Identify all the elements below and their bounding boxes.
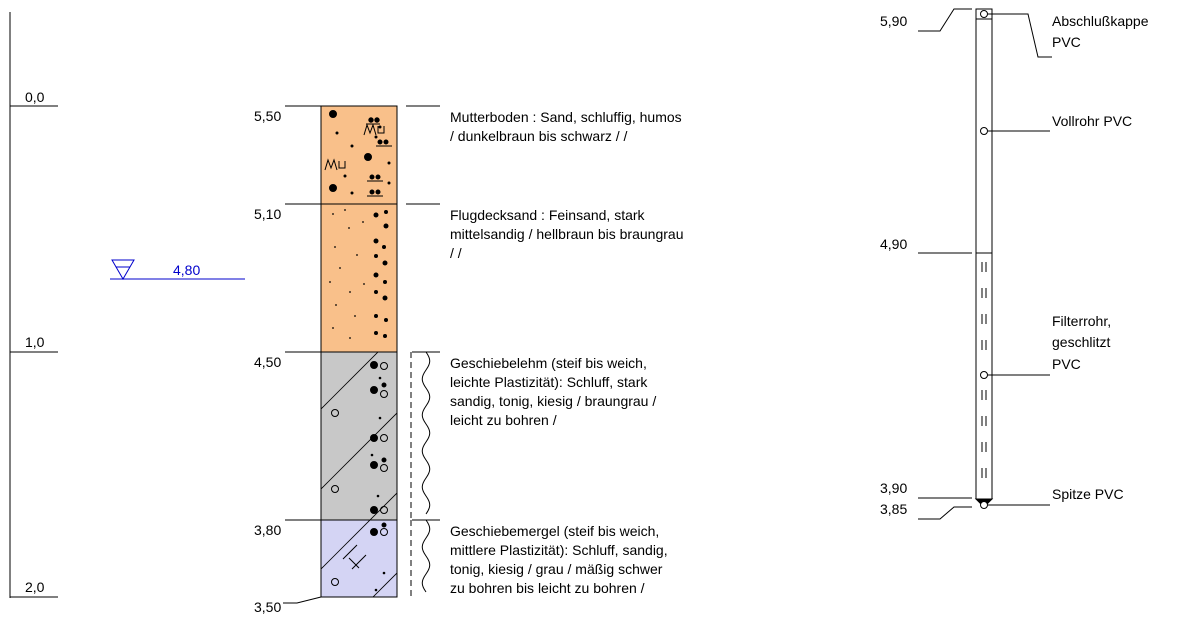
layer-2-elevation: 5,10 xyxy=(254,206,281,222)
layer-4-hatch xyxy=(321,520,397,597)
cap-label-line-2: PVC xyxy=(1052,34,1081,50)
well-pipe xyxy=(975,8,993,500)
sand-symbols xyxy=(329,209,389,339)
marl-symbols xyxy=(331,522,388,592)
layer-2-fill xyxy=(320,203,398,353)
layer-3-desc-line-3: sandig, tonig, kiesig / braungrau / xyxy=(450,393,656,409)
depth-label-0: 0,0 xyxy=(25,89,45,105)
well-construction xyxy=(918,8,1052,520)
well-labels: 5,90 4,90 3,90 3,85 Abschlußkappe PVC Vo… xyxy=(880,13,1149,517)
layer-3-desc-line-2: leichte Plastizität): Schluff, stark xyxy=(450,374,648,390)
humus-symbols xyxy=(324,110,392,197)
depth-scale: 0,0 1,0 2,0 xyxy=(9,12,58,598)
bottom-elevation: 3,50 xyxy=(254,599,281,615)
cap-label-line-1: Abschlußkappe xyxy=(1052,13,1149,29)
layer-4-elevation: 3,80 xyxy=(254,522,281,538)
layer-4-desc-line-4: zu bohren bis leicht zu bohren / xyxy=(450,580,645,596)
depth-label-1: 1,0 xyxy=(25,334,45,350)
till-symbols xyxy=(331,361,388,514)
layer-3-desc-line-1: Geschiebelehm (steif bis weich, xyxy=(450,355,647,371)
tip-top-elevation: 3,90 xyxy=(880,480,907,496)
layer-4-desc-line-1: Geschiebemergel (steif bis weich, xyxy=(450,523,659,539)
tip-label: Spitze PVC xyxy=(1052,486,1124,502)
consistency-marks xyxy=(410,351,431,597)
layer-4-desc-line-2: mittlere Plastizität): Schluff, sandig, xyxy=(450,542,668,558)
layer-1-desc-line-2: / dunkelbraun bis schwarz / / xyxy=(450,128,628,144)
layer-3-desc-line-4: leicht zu bohren / xyxy=(450,412,557,428)
soil-column: 5,50 5,10 4,50 3,80 3,50 xyxy=(254,105,440,615)
pipe-label: Vollrohr PVC xyxy=(1052,113,1132,129)
layer-1-desc-line-1: Mutterboden : Sand, schluffig, humos xyxy=(450,109,682,125)
layer-3-hatch xyxy=(321,352,397,520)
layer-2-desc-line-2: mittelsandig / hellbraun bis braungrau xyxy=(450,226,683,242)
depth-label-2: 2,0 xyxy=(25,579,45,595)
layer-4-desc-line-3: tonig, kiesig / grau / mäßig schwer xyxy=(450,561,663,577)
layer-descriptions: Mutterboden : Sand, schluffig, humos / d… xyxy=(450,109,683,596)
filter-label-line-2: geschlitzt xyxy=(1052,334,1110,350)
filter-label-line-3: PVC xyxy=(1052,356,1081,372)
water-level-marker: 4,80 xyxy=(110,259,245,280)
layer-3-elevation: 4,50 xyxy=(254,354,281,370)
filter-label-line-1: Filterrohr, xyxy=(1052,313,1111,329)
layer-2-desc-line-3: / / xyxy=(450,245,462,261)
layer-1-elevation: 5,50 xyxy=(254,108,281,124)
filter-slots xyxy=(981,262,987,478)
filter-top-elevation: 4,90 xyxy=(880,236,907,252)
cap-elevation: 5,90 xyxy=(880,13,907,29)
water-level-value: 4,80 xyxy=(173,262,200,278)
layer-2-desc-line-1: Flugdecksand : Feinsand, stark xyxy=(450,207,646,223)
tip-bottom-elevation: 3,85 xyxy=(880,501,907,517)
